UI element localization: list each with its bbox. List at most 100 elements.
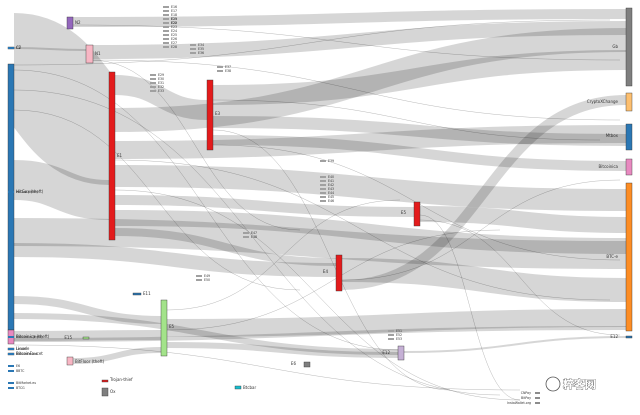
flow-line [13, 344, 521, 391]
bottom-right-node[interactable] [535, 392, 540, 394]
node-label-e5b: E5 [169, 324, 175, 329]
small-node[interactable] [196, 279, 202, 281]
small-node[interactable] [320, 176, 326, 178]
small-node[interactable] [150, 82, 156, 84]
small-node-label: E22 [171, 21, 177, 25]
small-node[interactable] [320, 184, 326, 186]
small-node[interactable] [190, 44, 196, 46]
flow-line [13, 109, 301, 291]
small-node[interactable] [388, 338, 394, 340]
small-node-label: E42 [328, 183, 334, 187]
small-node[interactable] [320, 160, 326, 162]
node-e4[interactable] [335, 254, 343, 292]
small-node-label: E32 [158, 85, 164, 89]
flow-band-E3-to-Gb [212, 50, 627, 105]
small-node-label: E46 [328, 199, 334, 203]
small-node[interactable] [150, 86, 156, 88]
left-node-tick [8, 348, 14, 350]
small-node[interactable] [388, 334, 394, 336]
node-e12[interactable] [397, 345, 405, 361]
small-node[interactable] [150, 78, 156, 80]
small-node[interactable] [243, 232, 249, 234]
small-node[interactable] [243, 236, 249, 238]
node-e1[interactable] [108, 71, 116, 241]
small-node[interactable] [196, 275, 202, 277]
node-gb[interactable] [625, 7, 633, 87]
nodes [7, 6, 633, 404]
small-node[interactable] [320, 188, 326, 190]
left-label: BitMarket.eu [16, 381, 36, 385]
node-label-e5: E5 [401, 210, 407, 215]
node-label-e6c: E6 [291, 361, 297, 366]
small-node[interactable] [388, 330, 394, 332]
node-label-e4: E4 [323, 269, 329, 274]
small-node[interactable] [163, 10, 169, 12]
bottom-right-node[interactable] [535, 397, 540, 399]
node-mtbox[interactable] [625, 123, 633, 151]
node-n2[interactable] [66, 16, 74, 30]
node-label-c2: C2 [16, 45, 22, 50]
small-node[interactable] [217, 66, 223, 68]
small-node[interactable] [163, 18, 169, 20]
small-node[interactable] [163, 22, 169, 24]
node-trojan[interactable] [101, 379, 109, 383]
small-node-label: E31 [158, 81, 164, 85]
small-node[interactable] [150, 90, 156, 92]
small-node-label: E51 [396, 329, 402, 333]
flow-band-HitBTC_left-to-E12 [13, 313, 399, 355]
small-node-label: E38 [225, 69, 231, 73]
node-btcbar[interactable] [234, 385, 242, 390]
flow-line [212, 99, 601, 141]
node-objectivec[interactable] [625, 92, 633, 112]
node-e5[interactable] [413, 201, 421, 227]
node-e3[interactable] [206, 79, 214, 151]
small-node[interactable] [320, 180, 326, 182]
small-node-label: E36 [198, 51, 204, 55]
small-node[interactable] [190, 48, 196, 50]
flow-band-E1-to-E3 [114, 75, 208, 120]
small-node[interactable] [163, 34, 169, 36]
small-node-label: E25 [171, 33, 177, 37]
node-e6c[interactable] [303, 361, 311, 368]
small-node[interactable] [163, 30, 169, 32]
node-n1[interactable] [85, 44, 94, 64]
node-ox[interactable] [101, 387, 109, 397]
node-e11[interactable] [132, 292, 142, 296]
small-node-label: E21 [171, 17, 177, 21]
small-node[interactable] [163, 38, 169, 40]
small-node-label: E35 [198, 47, 204, 51]
node-label-bitcoinica_r: Bitcoinica [599, 164, 619, 169]
flow-band-E12-to-E12r [403, 336, 627, 353]
node-e5b[interactable] [160, 299, 168, 357]
node-e12r[interactable] [625, 335, 633, 339]
small-node[interactable] [320, 196, 326, 198]
small-node[interactable] [190, 52, 196, 54]
node-bitfloor[interactable] [66, 356, 74, 366]
bottom-right-label: InstaWallet.org [507, 401, 531, 405]
node-bitcoinica_r[interactable] [625, 158, 633, 176]
small-node[interactable] [163, 14, 169, 16]
node-btce[interactable] [625, 182, 633, 332]
small-node-label: E45 [328, 195, 334, 199]
bottom-right-node[interactable] [535, 402, 540, 404]
small-node[interactable] [163, 42, 169, 44]
small-node[interactable] [320, 192, 326, 194]
small-node[interactable] [163, 26, 169, 28]
node-e15[interactable] [82, 336, 90, 340]
small-node[interactable] [320, 200, 326, 202]
flow-line [419, 219, 621, 336]
small-node[interactable] [150, 74, 156, 76]
small-node-label: E39 [328, 159, 334, 163]
watermark: 粹客网 [545, 376, 596, 392]
flow-band-Bitcoinica-to-E5b [13, 330, 162, 341]
small-node[interactable] [163, 6, 169, 8]
node-label-bitcoinica: Bitcoinica (theft) [16, 334, 50, 339]
node-label-bitcoinfaucet: BitcoinFaucet [16, 351, 43, 356]
small-node-label: E24 [171, 29, 177, 33]
node-hitbtc_left[interactable] [7, 63, 15, 331]
small-node[interactable] [217, 70, 223, 72]
small-node-label: E52 [396, 333, 402, 337]
small-node[interactable] [163, 46, 169, 48]
flow-band-E5-to-BTCe [419, 206, 627, 233]
